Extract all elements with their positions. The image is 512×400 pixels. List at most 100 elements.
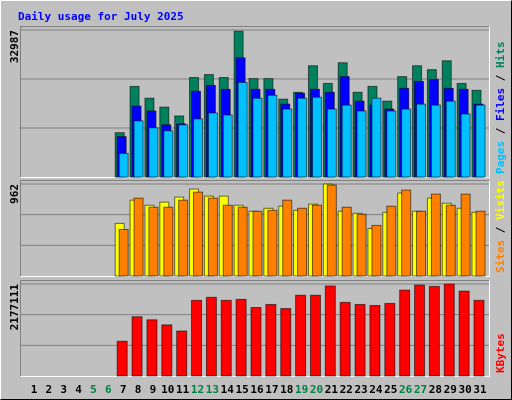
legend-entry: Files bbox=[494, 88, 507, 121]
x-tick-label: 28 bbox=[429, 383, 442, 396]
bar bbox=[148, 127, 159, 178]
bar bbox=[309, 294, 321, 377]
bar bbox=[297, 207, 308, 277]
bar bbox=[118, 152, 129, 178]
bar bbox=[458, 290, 470, 377]
bar bbox=[399, 289, 411, 377]
x-tick-label: 18 bbox=[280, 383, 293, 396]
bar bbox=[401, 189, 412, 277]
bar bbox=[430, 104, 441, 178]
x-tick-label: 2 bbox=[46, 383, 53, 396]
plot-border-light bbox=[20, 26, 490, 178]
legend: Pages / Files / Hits bbox=[494, 42, 507, 175]
bar bbox=[341, 206, 352, 277]
bar bbox=[222, 204, 233, 277]
bar bbox=[252, 210, 263, 277]
x-tick-label: 29 bbox=[444, 383, 457, 396]
bar bbox=[176, 330, 188, 377]
legend-separator: / bbox=[494, 127, 507, 134]
bar bbox=[371, 224, 382, 277]
bar bbox=[326, 184, 337, 277]
x-tick-label: 12 bbox=[191, 383, 204, 396]
bar bbox=[326, 108, 337, 178]
legend-separator: / bbox=[494, 74, 507, 81]
bar bbox=[220, 299, 232, 377]
bar bbox=[356, 213, 367, 277]
bar bbox=[148, 206, 159, 277]
bar bbox=[386, 205, 397, 277]
x-tick-label: 3 bbox=[60, 383, 67, 396]
bar bbox=[416, 210, 427, 277]
bar bbox=[475, 104, 486, 178]
x-tick-label: 17 bbox=[265, 383, 278, 396]
bar bbox=[193, 191, 204, 277]
bar bbox=[235, 298, 247, 377]
y-tick-label: 32987 bbox=[8, 30, 21, 63]
legend: Sites / Visits bbox=[494, 180, 507, 273]
bar bbox=[163, 130, 174, 178]
bar bbox=[250, 307, 262, 377]
bar bbox=[428, 285, 440, 377]
bar bbox=[133, 120, 144, 178]
x-tick-label: 30 bbox=[459, 383, 472, 396]
bar bbox=[341, 104, 352, 178]
legend-separator bbox=[494, 134, 507, 141]
x-tick-label: 8 bbox=[135, 383, 142, 396]
x-tick-label: 13 bbox=[206, 383, 219, 396]
bar bbox=[133, 197, 144, 277]
bar bbox=[295, 294, 307, 377]
bar bbox=[371, 97, 382, 178]
bar bbox=[297, 97, 308, 178]
x-tick-label: 31 bbox=[473, 383, 487, 396]
bar bbox=[445, 100, 456, 178]
x-tick-label: 23 bbox=[354, 383, 367, 396]
plot-border-dark bbox=[20, 180, 490, 277]
bar bbox=[163, 206, 174, 277]
legend-separator bbox=[494, 233, 507, 240]
legend-entry: Pages bbox=[494, 141, 507, 174]
bar bbox=[384, 302, 396, 377]
legend-separator bbox=[494, 220, 507, 227]
bar bbox=[131, 316, 143, 377]
x-tick-label: 20 bbox=[310, 383, 323, 396]
bar bbox=[443, 283, 455, 377]
x-tick-label: 11 bbox=[176, 383, 190, 396]
y-tick-label: 2177111 bbox=[8, 284, 21, 331]
x-tick-label: 1 bbox=[31, 383, 38, 396]
chart-title: Daily usage for July 2025 bbox=[18, 10, 184, 23]
bar bbox=[222, 114, 233, 178]
bar bbox=[118, 229, 129, 277]
x-tick-label: 5 bbox=[90, 383, 97, 396]
legend-separator: / bbox=[494, 226, 507, 233]
x-tick-label: 16 bbox=[250, 383, 264, 396]
bar bbox=[252, 97, 263, 178]
x-tick-label: 6 bbox=[105, 383, 112, 396]
bar bbox=[161, 324, 173, 377]
bar bbox=[282, 199, 293, 277]
bar bbox=[267, 209, 278, 277]
bar bbox=[311, 204, 322, 277]
bar bbox=[178, 124, 189, 178]
bar bbox=[414, 284, 426, 377]
bar bbox=[324, 285, 336, 377]
bar bbox=[416, 103, 427, 178]
bar bbox=[460, 193, 471, 277]
x-tick-label: 15 bbox=[236, 383, 249, 396]
bar bbox=[207, 197, 218, 277]
bar bbox=[401, 108, 412, 178]
x-tick-label: 10 bbox=[161, 383, 174, 396]
bar bbox=[178, 199, 189, 277]
legend-entry: KBytes bbox=[494, 333, 507, 373]
bar bbox=[473, 299, 485, 377]
x-tick-label: 14 bbox=[221, 383, 235, 396]
x-tick-label: 4 bbox=[75, 383, 82, 396]
bar bbox=[193, 118, 204, 178]
bar bbox=[207, 112, 218, 178]
x-tick-label: 7 bbox=[120, 383, 127, 396]
bar bbox=[280, 308, 292, 377]
bar bbox=[460, 113, 471, 178]
x-tick-label: 19 bbox=[295, 383, 308, 396]
bar bbox=[265, 303, 277, 377]
plot-border-light bbox=[20, 280, 490, 377]
legend-entry: Sites bbox=[494, 240, 507, 273]
